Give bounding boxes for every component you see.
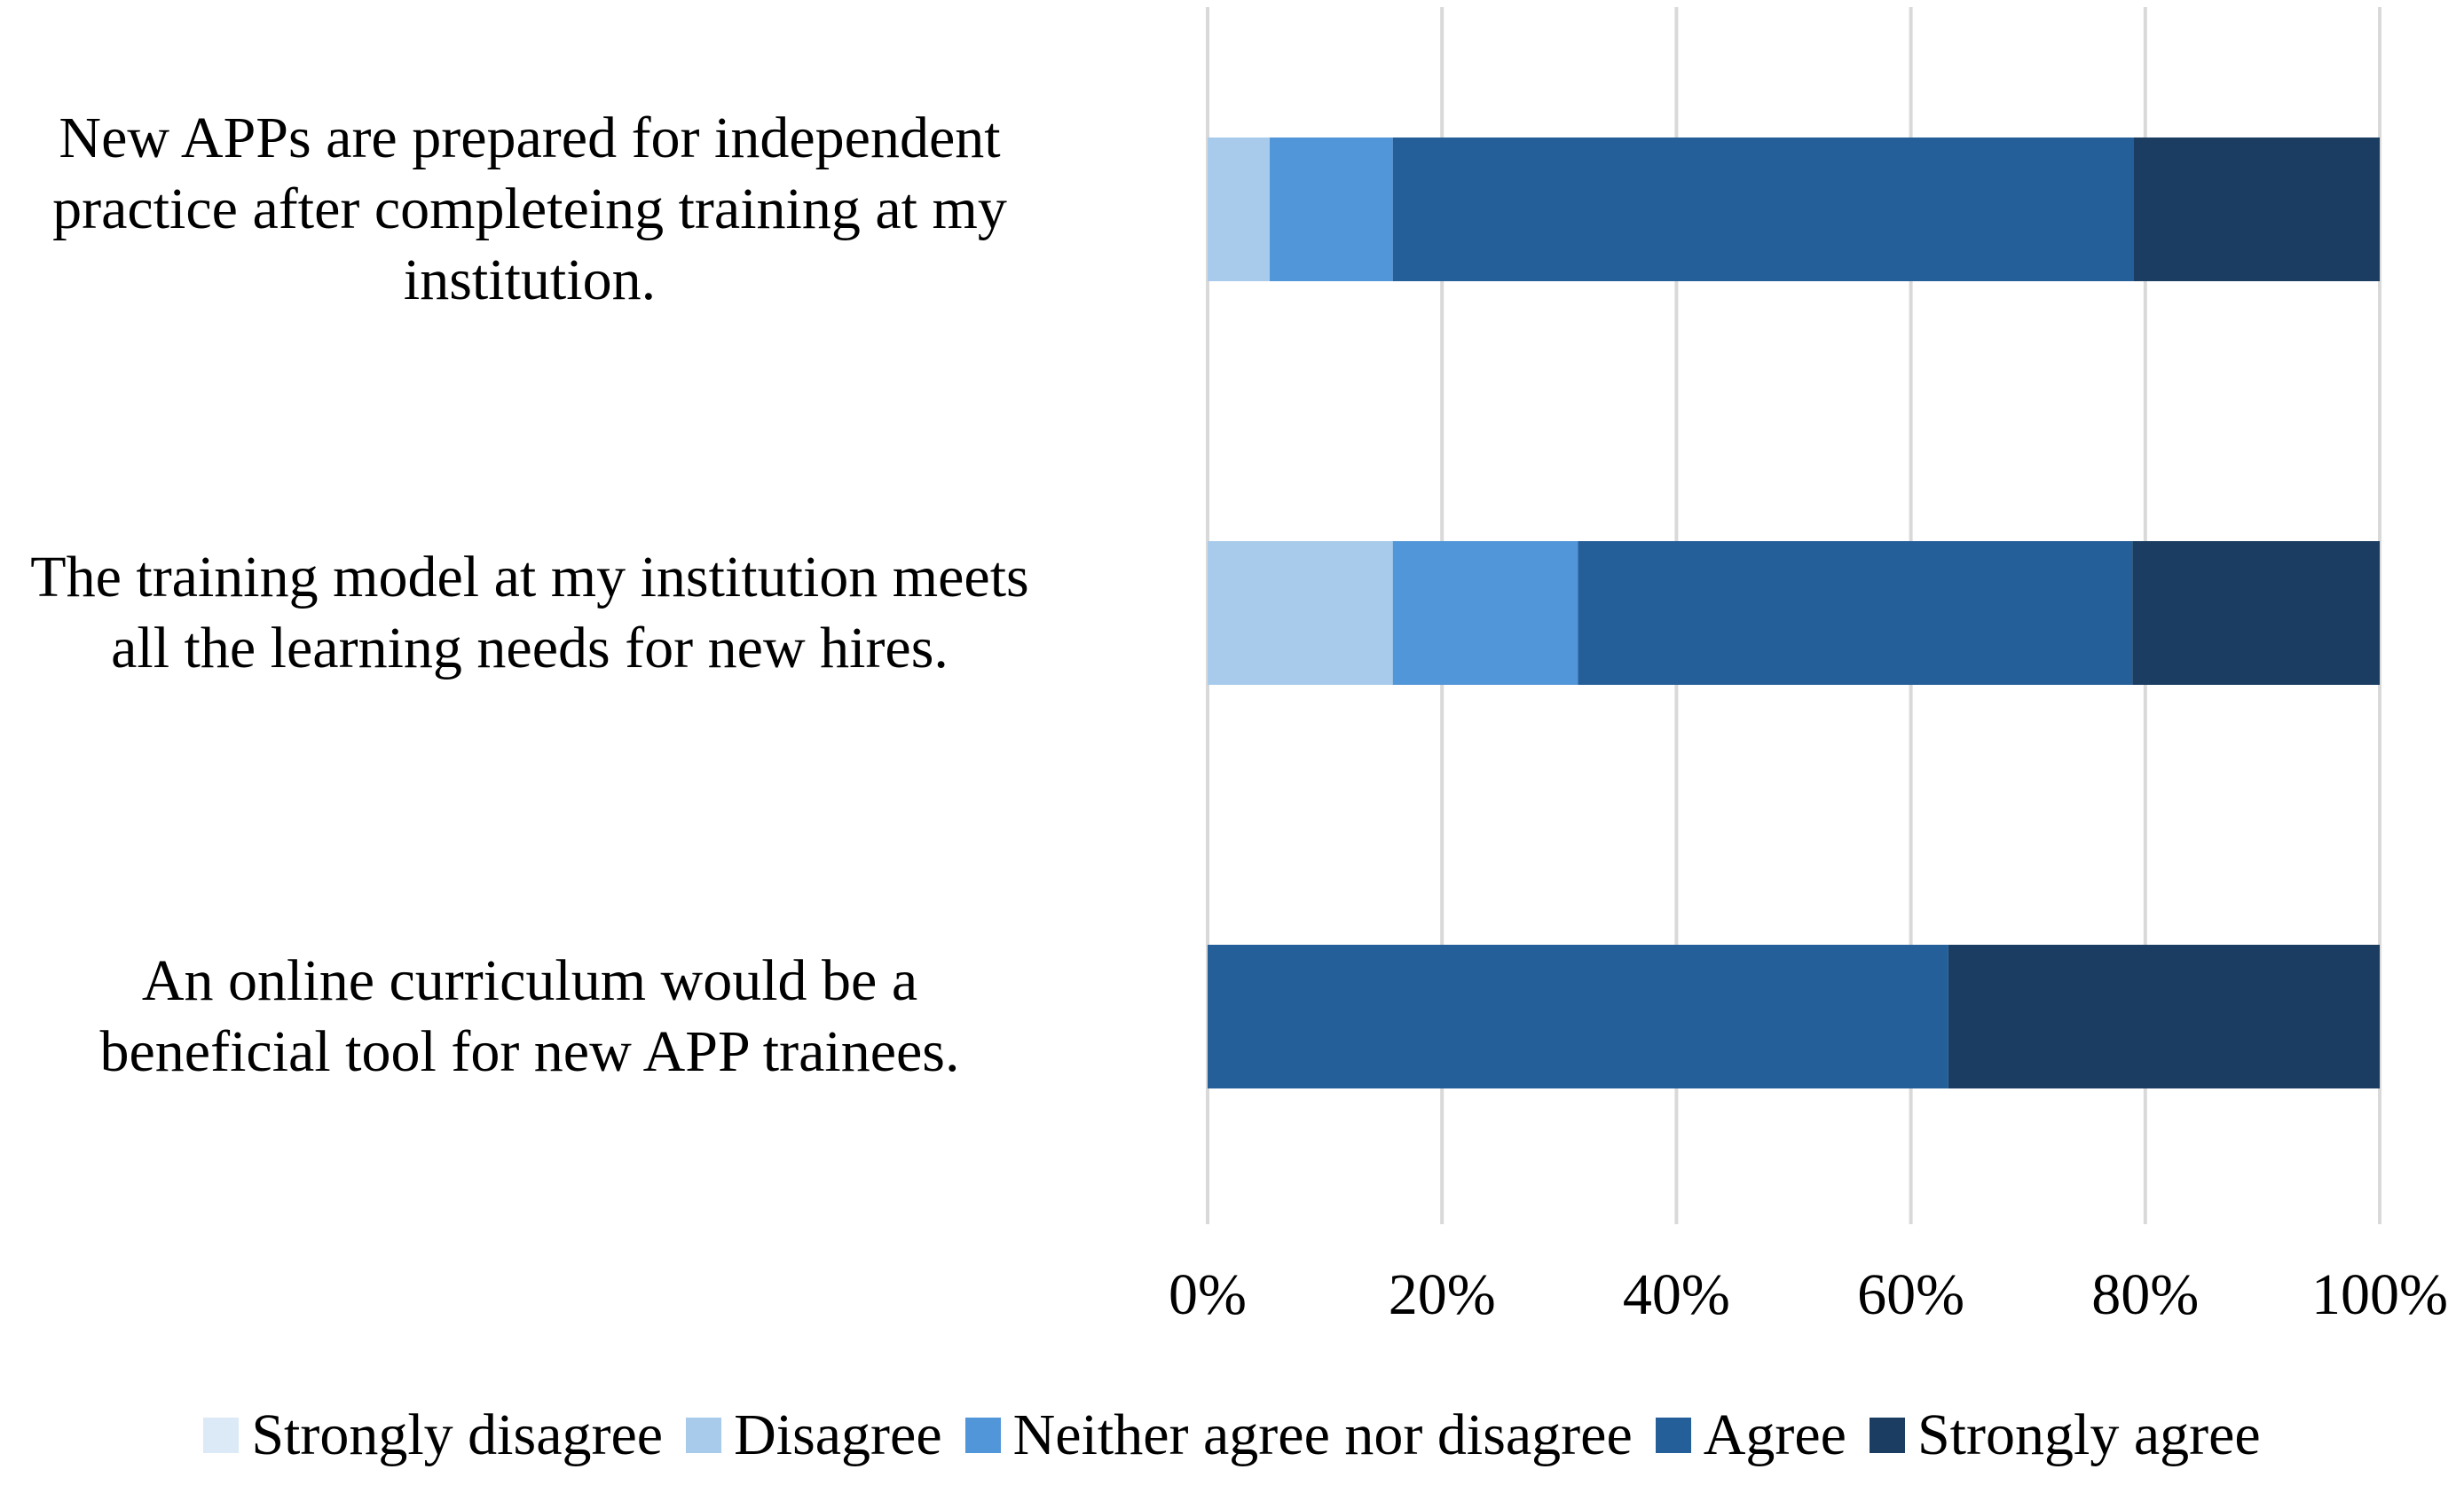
bar-segment-disagree-1: [1208, 138, 1271, 281]
bar-segment-agree-1: [1392, 138, 2134, 281]
bar-segment-disagree-2: [1208, 541, 1393, 685]
legend-item: Strongly agree: [1869, 1400, 2261, 1471]
bar-segment-strongly-agree-2: [2132, 541, 2380, 685]
legend-swatch: [686, 1418, 722, 1453]
x-tick-label: 40%: [1622, 1262, 1730, 1327]
bar-segment-agree-3: [1208, 945, 1948, 1088]
category-label-line: New APPs are prepared for independent: [59, 106, 1001, 170]
legend-item: Neither agree nor disagree: [964, 1400, 1633, 1471]
bar-segment-neither-agree-nor-disagree-1: [1270, 138, 1393, 281]
category-label-line: institution.: [403, 248, 657, 312]
legend-label: Strongly disagree: [251, 1402, 664, 1467]
legend-swatch: [203, 1418, 240, 1453]
legend-item: Disagree: [686, 1400, 942, 1471]
x-tick-label: 20%: [1388, 1262, 1496, 1327]
x-tick-label: 60%: [1857, 1262, 1965, 1327]
category-label-line: practice after completeing training at m…: [52, 177, 1007, 241]
x-tick-label: 0%: [1169, 1262, 1247, 1327]
category-label-line: all the learning needs for new hires.: [111, 616, 949, 680]
bar-segment-agree-2: [1578, 541, 2133, 685]
category-label-3: An online curriculum would be a beneficia…: [0, 946, 1133, 1088]
legend-label: Neither agree nor disagree: [1012, 1402, 1633, 1467]
x-tick-label: 80%: [2091, 1262, 2200, 1327]
category-label-line: beneficial tool for new APP trainees.: [99, 1019, 960, 1084]
category-label-line: The training model at my institution mee…: [30, 545, 1029, 609]
legend-label: Strongly agree: [1917, 1402, 2261, 1467]
legend-label: Agree: [1703, 1402, 1846, 1467]
bar-segment-strongly-agree-1: [2133, 138, 2380, 281]
legend-swatch: [1869, 1418, 1905, 1453]
legend-swatch: [964, 1418, 1001, 1453]
bar-segment-strongly-agree-3: [1948, 945, 2380, 1088]
legend-swatch: [1655, 1418, 1691, 1453]
category-label-1: New APPs are prepared for independent pra…: [0, 103, 1133, 316]
legend-label: Disagree: [734, 1402, 942, 1467]
legend: Strongly disagree Disagree Neither agree n…: [0, 1400, 2464, 1471]
legend-item: Strongly disagree: [203, 1400, 663, 1471]
bar-segment-neither-agree-nor-disagree-2: [1392, 541, 1578, 685]
category-label-line: An online curriculum would be a: [141, 948, 918, 1013]
x-tick-label: 100%: [2311, 1262, 2448, 1327]
category-label-2: The training model at my institution mee…: [0, 542, 1133, 684]
legend-item: Agree: [1655, 1400, 1846, 1471]
